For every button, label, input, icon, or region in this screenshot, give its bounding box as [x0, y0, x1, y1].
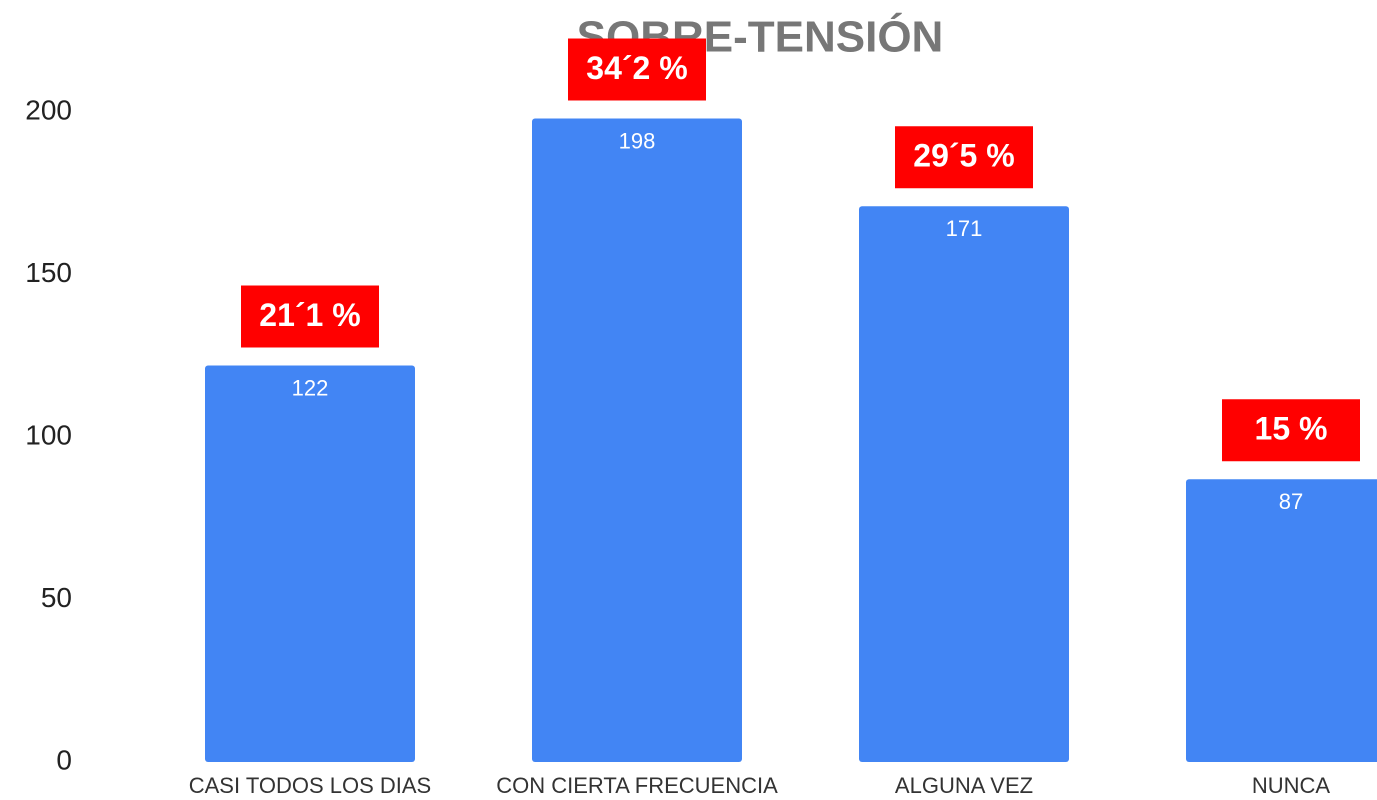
x-tick-label: ALGUNA VEZ	[895, 773, 1033, 798]
annotation-box	[241, 285, 379, 348]
annotation: 34´2 %	[586, 50, 687, 86]
annotation: 21´1 %	[259, 297, 360, 333]
bar	[532, 118, 742, 762]
bar	[205, 365, 415, 762]
annotation-box	[568, 38, 706, 101]
value-label: 122	[292, 375, 329, 400]
y-tick-label: 150	[25, 257, 72, 288]
x-tick-label: CASI TODOS LOS DIAS	[189, 773, 431, 798]
y-tick-label: 0	[56, 744, 72, 775]
bar	[1186, 479, 1377, 762]
x-tick-label: CON CIERTA FRECUENCIA	[496, 773, 778, 798]
annotation: 29´5 %	[913, 138, 1014, 174]
value-label: 171	[946, 216, 983, 241]
annotation-box	[895, 126, 1033, 189]
value-label: 198	[619, 128, 656, 153]
bar	[859, 206, 1069, 762]
annotation-box	[1222, 399, 1360, 462]
annotation: 15 %	[1255, 411, 1328, 447]
value-label: 87	[1279, 489, 1303, 514]
y-tick-label: 50	[41, 582, 72, 613]
x-tick-label: NUNCA	[1252, 773, 1331, 798]
y-tick-label: 100	[25, 419, 72, 450]
y-tick-label: 200	[25, 94, 72, 125]
